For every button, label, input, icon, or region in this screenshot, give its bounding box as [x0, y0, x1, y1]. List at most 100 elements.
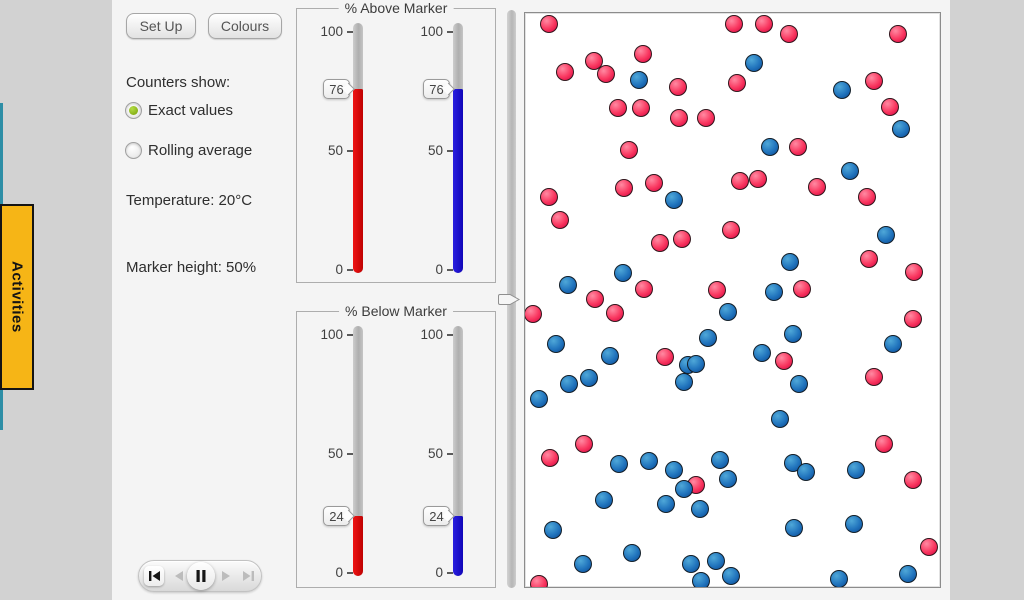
blue-particle	[884, 335, 902, 353]
gauge-fill-red	[353, 89, 363, 273]
red-particle	[708, 281, 726, 299]
rolling-average-label: Rolling average	[148, 142, 253, 159]
activities-tab[interactable]: Activities	[0, 204, 34, 390]
temperature-readout: Temperature: 20°C	[126, 192, 253, 209]
blue-particle	[877, 226, 895, 244]
exact-values-radio[interactable]	[125, 102, 142, 119]
blue-particle	[771, 410, 789, 428]
red-particle	[881, 98, 899, 116]
red-particle	[775, 352, 793, 370]
scale-label-50: 50	[327, 143, 343, 158]
gauge-value-badge: 24	[423, 505, 455, 526]
red-particle	[540, 15, 558, 33]
scale-label-100: 100	[420, 24, 443, 39]
red-particle	[920, 538, 938, 556]
blue-particle	[847, 461, 865, 479]
blue-particle	[614, 264, 632, 282]
red-particle	[615, 179, 633, 197]
above-marker-panel: % Above Marker 100 50 0 76 100 50 0 76	[296, 0, 496, 283]
red-particle	[575, 435, 593, 453]
colours-button[interactable]: Colours	[208, 13, 282, 39]
above-marker-title: % Above Marker	[338, 0, 454, 16]
blue-particle	[845, 515, 863, 533]
scale-label-100: 100	[320, 327, 343, 342]
red-particle	[858, 188, 876, 206]
red-particle	[793, 280, 811, 298]
activities-tab-label: Activities	[8, 261, 26, 333]
blue-particle	[665, 461, 683, 479]
red-particle	[860, 250, 878, 268]
scale-tick	[347, 334, 353, 336]
red-particle	[597, 65, 615, 83]
blue-particle	[544, 521, 562, 539]
blue-particle	[745, 54, 763, 72]
red-particle	[749, 170, 767, 188]
blue-particle	[595, 491, 613, 509]
red-particle	[875, 435, 893, 453]
blue-particle	[657, 495, 675, 513]
red-particle	[606, 304, 624, 322]
blue-particle	[675, 480, 693, 498]
below-marker-panel: % Below Marker 100 50 0 24 100 50 0 24	[296, 303, 496, 588]
marker-height-slider-handle[interactable]	[497, 291, 521, 308]
blue-particle	[785, 519, 803, 537]
scale-tick	[447, 150, 453, 152]
counters-show-heading: Counters show:	[126, 74, 231, 91]
blue-particle	[830, 570, 848, 587]
red-particle	[609, 99, 627, 117]
red-particle	[904, 310, 922, 328]
scale-tick	[447, 453, 453, 455]
blue-particle	[765, 283, 783, 301]
gauge-value: 24	[329, 508, 344, 524]
red-particle	[865, 368, 883, 386]
blue-particle	[833, 81, 851, 99]
gauge-track	[453, 326, 463, 576]
pause-button[interactable]	[187, 562, 215, 590]
gauge-below-red: 100 50 0 24	[297, 312, 397, 587]
red-particle	[670, 109, 688, 127]
blue-particle	[784, 325, 802, 343]
below-marker-title: % Below Marker	[339, 303, 453, 319]
blue-particle	[691, 500, 709, 518]
blue-particle	[574, 555, 592, 573]
red-particle	[586, 290, 604, 308]
blue-particle	[699, 329, 717, 347]
scale-label-0: 0	[335, 565, 343, 580]
blue-particle	[687, 355, 705, 373]
playback-controls	[138, 560, 262, 592]
blue-particle	[630, 71, 648, 89]
blue-particle	[640, 452, 658, 470]
red-particle	[530, 575, 548, 587]
blue-particle	[790, 375, 808, 393]
blue-particle	[841, 162, 859, 180]
red-particle	[728, 74, 746, 92]
red-particle	[673, 230, 691, 248]
red-particle	[725, 15, 743, 33]
scale-label-100: 100	[420, 327, 443, 342]
blue-particle	[753, 344, 771, 362]
red-particle	[905, 263, 923, 281]
red-particle	[525, 305, 542, 323]
red-particle	[634, 45, 652, 63]
blue-particle	[781, 253, 799, 271]
blue-particle	[692, 572, 710, 587]
blue-particle	[719, 470, 737, 488]
simulation-box	[524, 12, 941, 588]
set-up-button[interactable]: Set Up	[126, 13, 196, 39]
blue-particle	[560, 375, 578, 393]
skip-to-start-button[interactable]	[144, 566, 164, 586]
step-back-button	[168, 566, 188, 586]
gauge-value-badge: 76	[323, 79, 355, 100]
red-particle	[541, 449, 559, 467]
red-particle	[632, 99, 650, 117]
blue-particle	[665, 191, 683, 209]
rolling-average-radio[interactable]	[125, 142, 142, 159]
scale-label-50: 50	[427, 143, 443, 158]
red-particle	[789, 138, 807, 156]
blue-particle	[580, 369, 598, 387]
gauge-fill-blue	[453, 515, 463, 576]
red-particle	[904, 471, 922, 489]
red-particle	[889, 25, 907, 43]
simulation-app-panel: Set Up Colours Counters show: Exact valu…	[112, 0, 950, 600]
scale-label-100: 100	[320, 24, 343, 39]
